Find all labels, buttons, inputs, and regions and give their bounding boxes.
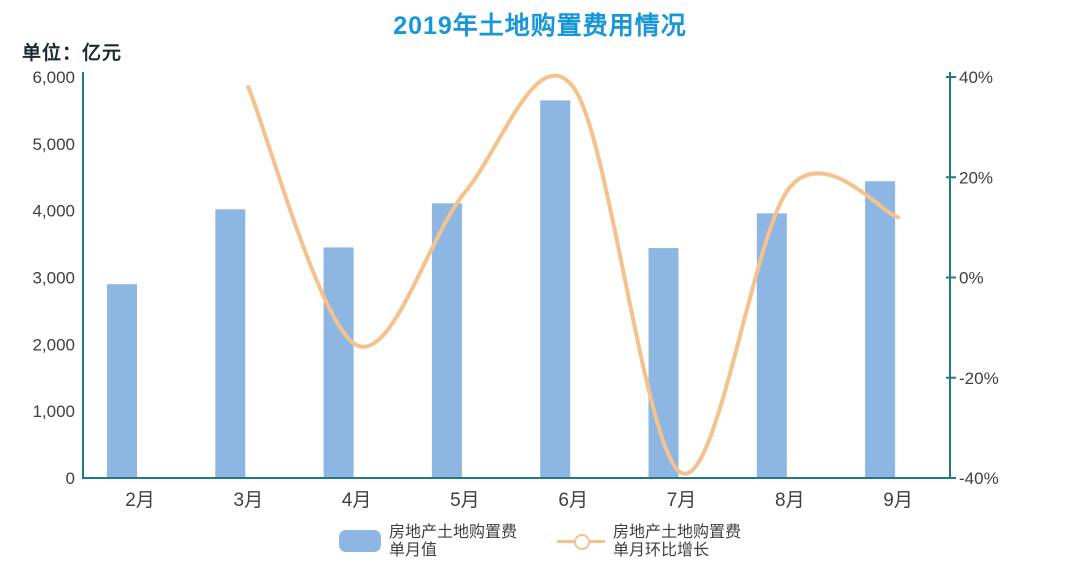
left-axis-tick-0: 0 — [66, 469, 75, 488]
x-axis-label-7月: 7月 — [667, 490, 697, 511]
left-axis-tick-3,000: 3,000 — [32, 269, 75, 288]
bar-5月 — [431, 203, 462, 478]
left-axis-tick-1,000: 1,000 — [32, 402, 75, 421]
x-axis-label-6月: 6月 — [558, 490, 588, 511]
line-series-label-line1: 房地产土地购置费 — [613, 524, 742, 541]
line-series-marker-icon — [557, 530, 605, 552]
right-axis-tick--40%: -40% — [959, 469, 999, 488]
left-axis-tick-2,000: 2,000 — [32, 335, 75, 354]
bar-3月 — [215, 209, 246, 478]
line-series-label-line2: 单月环比增长 — [613, 542, 710, 559]
bar-series-label-line2: 单月值 — [388, 542, 437, 559]
x-axis-label-2月: 2月 — [125, 490, 155, 511]
ratio-line — [246, 73, 901, 476]
x-axis-label-4月: 4月 — [342, 490, 372, 511]
bar-2月 — [107, 284, 137, 478]
x-axis-label-5月: 5月 — [450, 490, 480, 511]
right-axis-tick-0%: 0% — [959, 269, 984, 288]
right-axis-tick-20%: 20% — [959, 168, 993, 187]
bar-series-label: 房地产土地购置费 单月值 — [389, 524, 517, 560]
line-marker-circle — [574, 534, 590, 550]
left-axis-tick-4,000: 4,000 — [32, 202, 75, 221]
left-axis-tick-6,000: 6,000 — [32, 68, 75, 87]
right-axis-tick-40%: 40% — [959, 68, 993, 87]
right-axis-tick--20%: -20% — [959, 369, 999, 388]
bar-series-swatch-icon — [338, 530, 381, 552]
chart-canvas: 0 1,000 2,000 3,000 4,000 5,000 6,000 -40% -20% 0… — [32, 68, 999, 511]
x-axis-label-3月: 3月 — [234, 490, 264, 511]
x-axis-label-9月: 9月 — [883, 490, 913, 511]
bar-9月 — [865, 181, 896, 478]
bar-4月 — [323, 247, 354, 478]
bar-series-label-line1: 房地产土地购置费 — [388, 524, 517, 541]
legend-item-bar-series: 房地产土地购置费 单月值 — [338, 524, 517, 560]
line-series-label: 房地产土地购置费 单月环比增长 — [613, 524, 741, 560]
x-axis-label-8月: 8月 — [775, 490, 805, 511]
legend-item-line-series: 房地产土地购置费 单月环比增长 — [557, 524, 741, 560]
left-axis-tick-5,000: 5,000 — [32, 135, 75, 154]
bar-6月 — [540, 100, 571, 479]
chart-title: 2019年土地购置费用情况 — [393, 12, 687, 40]
legend: 房地产土地购置费 单月值 房地产土地购置费 单月环比增长 — [0, 524, 1080, 560]
unit-label: 单位：亿元 — [22, 43, 123, 64]
